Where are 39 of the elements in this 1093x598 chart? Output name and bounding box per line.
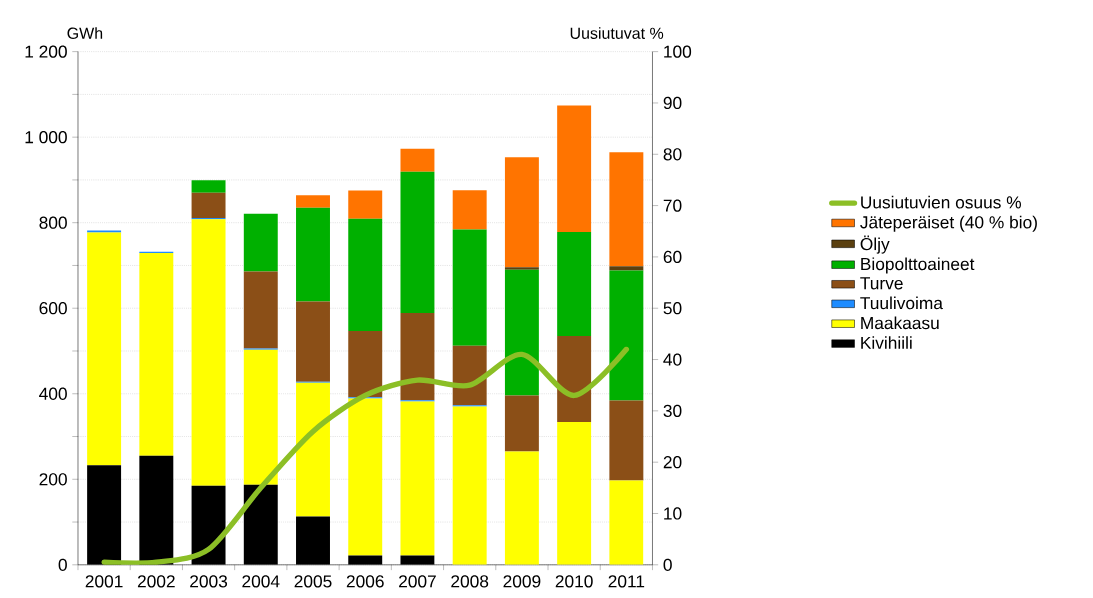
x-tick-label: 2006	[346, 575, 384, 588]
x-tick-label: 2004	[242, 575, 280, 588]
legend-label: Maakaasu	[861, 316, 939, 330]
y2-tick-label: 60	[663, 250, 682, 264]
x-tick-label: 2001	[85, 575, 123, 588]
legend-label: Jäteperäiset (40 % bio)	[860, 215, 1037, 232]
x-tick-label: 2003	[190, 575, 228, 588]
x-tick-label: 2002	[137, 575, 175, 588]
y-tick-label: 1 000	[25, 131, 67, 144]
x-tick-label: 2008	[451, 575, 489, 588]
y2-tick-label: 0	[663, 558, 672, 572]
y-tick-label: 400	[39, 387, 67, 400]
y2-tick-label: 90	[663, 96, 682, 110]
y-tick-label: 200	[39, 473, 67, 486]
y2-tick-label: 50	[663, 302, 682, 315]
y2-tick-label: 20	[663, 456, 682, 469]
y-tick-label: 800	[39, 216, 67, 229]
y2-axis-title: Uusiutuvat %	[570, 27, 664, 40]
x-tick-label: 2011	[608, 575, 645, 588]
x-tick-label: 2010	[555, 575, 593, 588]
legend-label: Biopolttoaineet	[861, 257, 975, 274]
legend-label: Tuulivoima	[860, 296, 943, 310]
y2-tick-label: 80	[663, 148, 682, 161]
y2-tick-label: 100	[664, 45, 692, 58]
y2-tick-label: 10	[664, 507, 682, 520]
legend-label: Kivihiili	[861, 336, 912, 349]
x-tick-label: 2007	[399, 575, 436, 588]
y2-tick-label: 40	[663, 353, 682, 366]
y2-tick-label: 70	[663, 199, 682, 212]
legend-label: Öljy	[860, 235, 890, 254]
y-axis-title: GWh	[67, 27, 103, 40]
legend-label: Turve	[860, 277, 903, 290]
y-tick-label: 0	[58, 558, 67, 572]
x-tick-label: 2009	[503, 575, 541, 588]
y2-tick-label: 30	[663, 404, 682, 418]
legend-label: Uusiutuvien osuus %	[861, 195, 1021, 209]
y-tick-label: 600	[39, 302, 67, 315]
y-tick-label: 1 200	[25, 45, 67, 58]
x-tick-label: 2005	[294, 575, 332, 588]
